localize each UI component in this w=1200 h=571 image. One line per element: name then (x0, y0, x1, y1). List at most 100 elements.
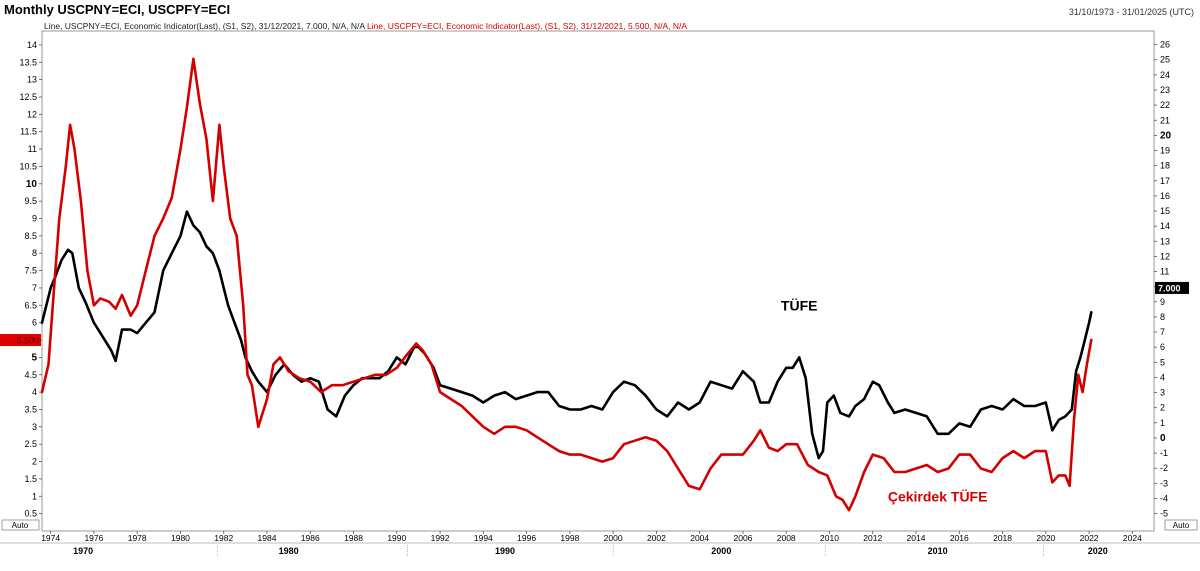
auto-button-right[interactable]: Auto (1173, 521, 1190, 530)
legend-black-series: Line, USCPNY=ECI, Economic Indicator(Las… (44, 21, 365, 31)
annotations: TÜFE Çekirdek TÜFE (781, 298, 988, 505)
left-tick-label: 3.5 (24, 404, 37, 414)
date-range: 31/10/1973 - 31/01/2025 (UTC) (1068, 7, 1194, 17)
right-tick-label: -3 (1160, 478, 1168, 488)
left-tick-label: 7.5 (24, 266, 37, 276)
decade-label: 2000 (711, 546, 731, 556)
x-tick-label: 2022 (1080, 533, 1099, 543)
cekirdek-tufe-annotation: Çekirdek TÜFE (888, 488, 988, 504)
right-tick-label: 6 (1160, 342, 1165, 352)
tufe-line (40, 210, 1093, 460)
right-tick-label: 23 (1160, 85, 1170, 95)
x-tick-label: 2010 (820, 533, 839, 543)
decade-label: 2020 (1088, 546, 1108, 556)
right-tick-label: 5 (1160, 357, 1165, 367)
right-tick-label: 25 (1160, 55, 1170, 65)
legend-red-series: Line, USCPFY=ECI, Economic Indicator(Las… (366, 21, 688, 31)
x-tick-label: 1986 (301, 533, 320, 543)
auto-button-left-frame[interactable] (1, 519, 40, 531)
right-tick-label: 20 (1160, 130, 1172, 141)
cekirdek-tufe-line (40, 57, 1093, 512)
x-tick-label: 1998 (560, 533, 579, 543)
right-tick-label: -5 (1160, 509, 1168, 519)
x-tick-label: 2008 (777, 533, 796, 543)
x-tick-label: 2000 (604, 533, 623, 543)
decade-label: 1990 (495, 546, 515, 556)
x-tick-label: 1980 (171, 533, 190, 543)
auto-button-left[interactable]: Auto (12, 521, 29, 530)
right-tick-label: 14 (1160, 221, 1170, 231)
right-tick-label: 4 (1160, 372, 1165, 382)
plot-frame (41, 30, 1155, 532)
right-y-axis: -5-4-3-2-1012345678910111213141516171819… (1154, 40, 1172, 519)
x-tick-label: 1994 (474, 533, 493, 543)
left-tick-label: 10 (26, 179, 38, 190)
left-tick-label: 13.5 (19, 57, 37, 67)
x-tick-label: 2014 (907, 533, 926, 543)
left-y-axis: 0.511.522.533.544.555.566.577.588.599.51… (19, 40, 42, 519)
x-tick-label: 1988 (344, 533, 363, 543)
x-axis: 1974 1976 1978 1980 1982 1984 1986 1988 1990 1992… (0, 531, 1200, 557)
decade-label: 1980 (279, 546, 299, 556)
auto-button-right-frame[interactable] (1164, 519, 1198, 531)
right-tick-label: 8 (1160, 312, 1165, 322)
right-tick-label: 9 (1160, 297, 1165, 307)
x-tick-label: 2002 (647, 533, 666, 543)
right-tick-label: 3 (1160, 388, 1165, 398)
last-value-badge-black (1155, 281, 1189, 294)
left-tick-label: 8.5 (24, 231, 37, 241)
right-tick-label: 11 (1160, 267, 1169, 277)
series-lines (40, 57, 1093, 512)
left-tick-label: 6.5 (24, 300, 37, 310)
x-tick-label: 1978 (128, 533, 147, 543)
x-tick-label: 2012 (863, 533, 882, 543)
left-tick-label: 2.5 (24, 439, 37, 449)
left-tick-label: 14 (27, 40, 37, 50)
last-value-badge-red (0, 334, 41, 347)
right-tick-label: 13 (1160, 236, 1170, 246)
left-tick-label: 1 (32, 491, 37, 501)
left-tick-label: 2 (32, 457, 37, 467)
right-tick-label: 2 (1160, 403, 1165, 413)
left-tick-label: 11.5 (20, 127, 37, 137)
x-tick-label: 1984 (258, 533, 277, 543)
right-tick-label: 15 (1160, 206, 1170, 216)
x-tick-label: 2016 (950, 533, 969, 543)
right-tick-label: 19 (1160, 146, 1170, 156)
right-tick-label: 0 (1160, 433, 1166, 444)
right-tick-label: -4 (1160, 493, 1168, 503)
x-tick-label: 1982 (214, 533, 233, 543)
left-tick-label: 7 (32, 283, 37, 293)
left-tick-label: 11 (28, 144, 37, 154)
left-tick-label: 3 (32, 422, 37, 432)
left-tick-label: 12.5 (19, 92, 37, 102)
right-tick-label: -2 (1160, 463, 1168, 473)
left-tick-label: 8 (32, 248, 37, 258)
left-tick-label: 9.5 (24, 196, 37, 206)
chart-legend: Line, USCPNY=ECI, Economic Indicator(Las… (44, 21, 687, 31)
right-tick-label: 16 (1160, 191, 1170, 201)
chart-title: Monthly USCPNY=ECI, USCPFY=ECI (4, 2, 231, 17)
left-tick-label: 6 (32, 318, 37, 328)
tufe-annotation: TÜFE (781, 298, 818, 314)
right-tick-label: 12 (1160, 251, 1170, 261)
right-tick-label: 22 (1160, 100, 1170, 110)
decade-label: 1970 (73, 546, 93, 556)
right-tick-label: 21 (1160, 115, 1170, 125)
left-tick-label: 1.5 (24, 474, 37, 484)
x-tick-label: 2006 (733, 533, 752, 543)
x-tick-label: 2018 (993, 533, 1012, 543)
last-value-black-label: 7.000 (1158, 283, 1181, 293)
left-tick-label: 13 (27, 75, 37, 85)
right-tick-label: 17 (1160, 176, 1170, 186)
x-tick-label: 1990 (387, 533, 406, 543)
x-tick-label: 2004 (690, 533, 709, 543)
x-tick-label: 1974 (41, 533, 60, 543)
right-tick-label: 1 (1160, 418, 1165, 428)
right-tick-label: 18 (1160, 161, 1170, 171)
left-tick-label: 4 (32, 387, 37, 397)
right-tick-label: 7 (1160, 327, 1165, 337)
x-tick-label: 2020 (1036, 533, 1055, 543)
x-tick-label: 1992 (431, 533, 450, 543)
